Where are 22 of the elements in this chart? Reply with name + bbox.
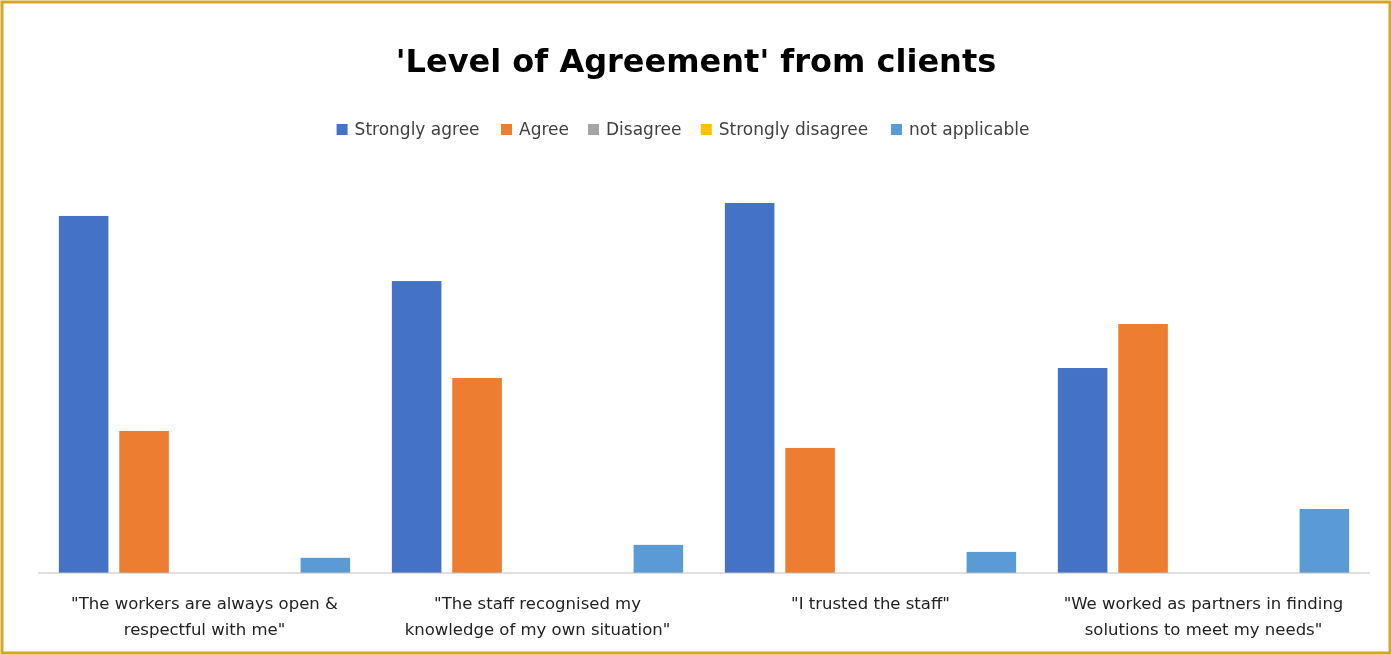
bar xyxy=(119,430,169,573)
bar xyxy=(300,557,351,573)
bar xyxy=(1118,323,1168,573)
bar xyxy=(391,281,442,573)
legend-label: Agree xyxy=(519,119,569,139)
legend-label: not applicable xyxy=(909,119,1030,139)
x-tick-label: "The staff recognised my knowledge of my own situation" xyxy=(404,594,671,639)
bar xyxy=(1299,508,1350,573)
chart-title: 'Level of Agreement' from clients xyxy=(395,42,997,80)
x-tick-label: "The workers are always open & respectful with me" xyxy=(71,594,339,639)
bar xyxy=(966,551,1017,573)
legend-label: Strongly disagree xyxy=(718,119,869,139)
legend-label: Strongly agree xyxy=(354,119,480,139)
bar xyxy=(58,215,109,573)
x-tick-label: "I trusted the staff" xyxy=(791,594,950,613)
bar xyxy=(724,203,775,573)
legend-label: Disagree xyxy=(606,119,682,139)
bar xyxy=(452,378,502,573)
bar xyxy=(785,447,835,573)
bar xyxy=(1057,368,1108,573)
x-tick-label: "We worked as partners in finding solutions to meet my needs" xyxy=(1063,594,1344,639)
bar xyxy=(633,544,684,573)
